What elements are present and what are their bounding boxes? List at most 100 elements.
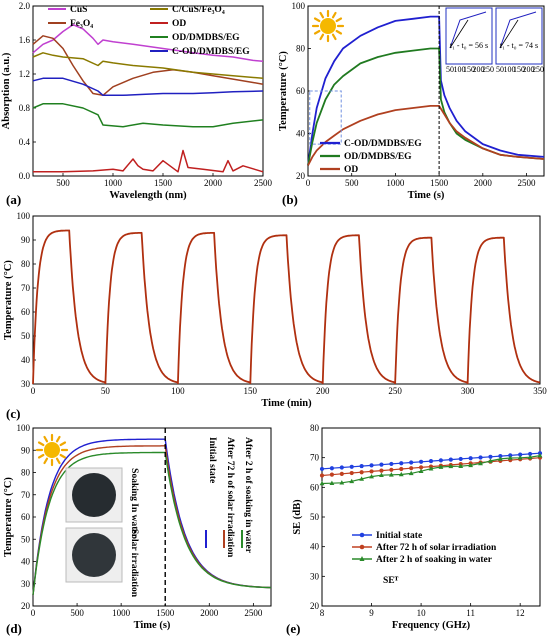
panel-c-y-tick-label: 30 bbox=[21, 379, 31, 389]
sun-ray bbox=[331, 11, 337, 19]
panel-d-label: (d) bbox=[6, 621, 22, 636]
panel-e-marker bbox=[409, 460, 414, 465]
sun-ray bbox=[55, 457, 61, 465]
panel-e-marker bbox=[527, 451, 533, 457]
panel-b-inset-tick-label: 150 bbox=[463, 65, 475, 74]
panel-c-cycle-line bbox=[466, 236, 541, 385]
panel-e-marker bbox=[537, 452, 543, 458]
panel-c-y-tick-label: 80 bbox=[21, 259, 31, 269]
panel-c-x-tick-label: 250 bbox=[388, 386, 402, 396]
panel-b-x-axis-label: Time (s) bbox=[408, 190, 445, 201]
panel-d-y-tick-label: 90 bbox=[21, 445, 31, 455]
panel-b-inset-tangent bbox=[449, 19, 469, 49]
panel-e-marker bbox=[478, 460, 483, 466]
panel-e-marker bbox=[369, 474, 374, 479]
sun-ray bbox=[319, 11, 325, 19]
panel-a-line-C-OD/DMDBS/EG bbox=[32, 77, 264, 97]
sun-ray bbox=[37, 453, 45, 459]
panel-c-plot-frame bbox=[32, 215, 541, 385]
panel-c-y-tick-label: 100 bbox=[17, 211, 31, 221]
panel-e-legend-marker bbox=[359, 544, 365, 550]
panel-e-marker bbox=[349, 470, 354, 476]
sun-disc bbox=[320, 18, 336, 34]
panel-e-marker bbox=[448, 457, 453, 462]
panel-c-cycle-line bbox=[394, 236, 468, 385]
panel-e-marker bbox=[527, 454, 533, 459]
panel-b-inset-frame bbox=[445, 7, 493, 65]
panel-e-marker bbox=[428, 466, 434, 471]
panel-e-x-tick-label: 10 bbox=[417, 608, 427, 618]
panel-a-line-OD bbox=[33, 149, 264, 173]
panel-c-y-tick-label: 60 bbox=[21, 307, 31, 317]
panel-b-inset-label: t₁ - t₀ = 56 s bbox=[450, 41, 488, 50]
panel-b-y-tick-label: 20 bbox=[296, 171, 306, 181]
panel-a-legend-label: OD bbox=[172, 19, 186, 29]
panel-c-cycle-line bbox=[32, 229, 106, 385]
panel-e-marker bbox=[329, 480, 335, 486]
panel-e-marker bbox=[389, 467, 394, 472]
panel-e-marker bbox=[438, 464, 444, 469]
panel-e-marker bbox=[498, 453, 503, 459]
panel-d-x-tick-label: 2500 bbox=[244, 608, 263, 618]
panel-e-marker bbox=[488, 458, 493, 463]
panel-e-marker bbox=[517, 455, 523, 460]
panel-a-x-tick-label: 1500 bbox=[154, 178, 173, 188]
panel-b-line-OD bbox=[307, 105, 545, 166]
panel-b-inset-tick-label: 200 bbox=[473, 65, 485, 74]
panel-a-legend: CuS Fe₃O₄ C/CuS/Fe₃O₄ OD OD/DMDBS/EG C-OD/DMD… bbox=[48, 5, 250, 57]
panel-d-y-tick-label: 30 bbox=[21, 579, 31, 589]
panel-d-axes: 0 500 1000 1500 2000 2500 20 30 40 50 60 70 80 90 100 T… bbox=[3, 423, 272, 631]
panel-e-marker bbox=[369, 469, 374, 474]
panel-b-inset-tick-label: 100 bbox=[504, 65, 516, 74]
panel-e-marker bbox=[488, 454, 493, 459]
panel-a-y-axis-label: Absorption (a.u.) bbox=[1, 52, 12, 129]
panel-b-zoom-box bbox=[309, 90, 342, 145]
panel-a-line-OD/DMDBS/EG bbox=[32, 103, 264, 128]
panel-e-marker bbox=[319, 466, 325, 472]
sun-icon bbox=[35, 433, 69, 467]
panel-b-y-tick-label: 100 bbox=[292, 1, 306, 11]
panel-e-marker bbox=[478, 455, 483, 460]
panel-a-line-C/CuS/Fe₃O₄ bbox=[32, 52, 264, 80]
panel-a-x-tick-label: 1000 bbox=[104, 178, 123, 188]
panel-e-marker bbox=[379, 462, 384, 467]
panel-e-y-tick-label: 20 bbox=[310, 601, 320, 611]
panel-e-y-tick-label: 60 bbox=[310, 482, 320, 492]
sun-ray bbox=[43, 435, 49, 443]
panel-c-y-tick-label: 50 bbox=[21, 331, 31, 341]
panel-d-legend: Initial state After 72 h of solar irradia… bbox=[205, 437, 253, 558]
panel-b-inset-tick-label: 50 bbox=[446, 65, 454, 74]
panel-e-label: (e) bbox=[286, 621, 300, 636]
panel-e-legend-label: Initial state bbox=[376, 531, 422, 541]
panel-d-series bbox=[32, 438, 272, 595]
panel-e-x-tick-label: 9 bbox=[369, 608, 374, 618]
panel-e-legend: Initial state After 72 h of solar irradia… bbox=[352, 531, 497, 565]
panel-d-y-tick-label: 60 bbox=[21, 512, 31, 522]
panel-c-cycle-line bbox=[321, 234, 396, 385]
soaking-sample-photo bbox=[65, 467, 123, 523]
panel-a-x-tick-label: 500 bbox=[56, 178, 70, 188]
panel-a-series bbox=[32, 23, 264, 173]
solar-label: Solar irradiation bbox=[129, 529, 139, 598]
panel-a-y-tick-label: 1.6 bbox=[19, 35, 31, 45]
sun-ray bbox=[313, 29, 321, 35]
panel-b-inset-tangent bbox=[499, 19, 519, 49]
panel-a-label: (a) bbox=[6, 192, 21, 207]
panel-b-inset-frame bbox=[495, 7, 543, 65]
panel-e-x-axis-label: Frequency (GHz) bbox=[392, 620, 471, 631]
panel-e-marker bbox=[329, 472, 335, 477]
panel-d-legend-label: Initial state bbox=[207, 437, 217, 483]
panel-e-marker bbox=[458, 456, 463, 462]
panel-b-inset-curve bbox=[449, 11, 487, 49]
panel-e-y-tick-label: 80 bbox=[310, 423, 320, 433]
soaking-label: Soaking In water bbox=[129, 468, 139, 538]
panel-b-x-tick-label: 2000 bbox=[474, 178, 493, 188]
panel-d-x-tick-label: 1000 bbox=[112, 608, 131, 618]
panel-b-inset-curve bbox=[499, 11, 537, 49]
panel-e-marker bbox=[399, 466, 404, 472]
sun-ray bbox=[335, 17, 343, 23]
panel-e-marker bbox=[408, 470, 414, 476]
